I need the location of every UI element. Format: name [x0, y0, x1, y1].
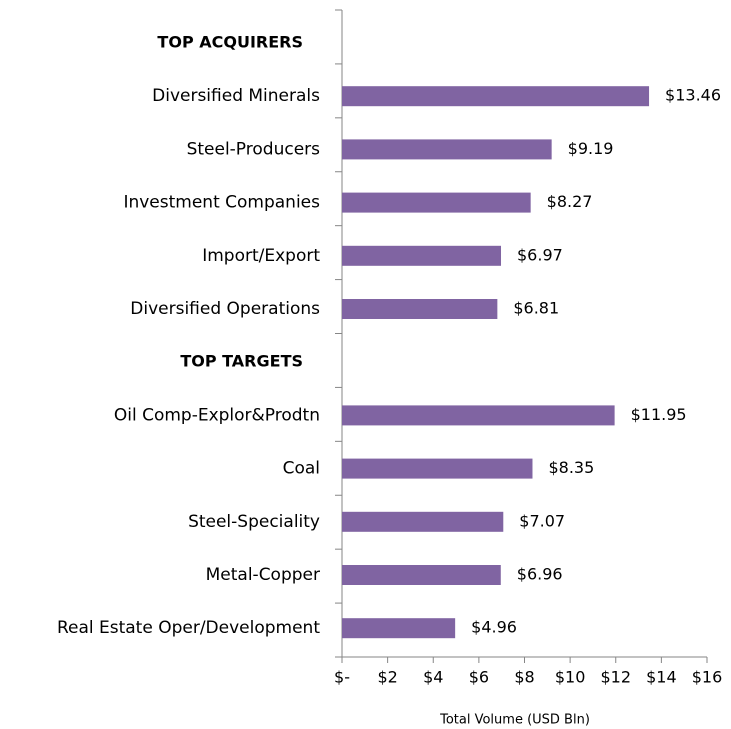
- x-axis-label: Total Volume (USD Bln): [439, 713, 590, 728]
- value-label: $6.97: [517, 245, 563, 264]
- value-label: $6.81: [513, 299, 559, 318]
- group-header: TOP ACQUIRERS: [157, 33, 303, 52]
- x-tick-label: $8: [514, 668, 534, 687]
- value-label: $13.46: [665, 86, 721, 105]
- bar: [342, 511, 504, 532]
- category-label: Steel-Producers: [187, 139, 321, 159]
- bar: [342, 565, 501, 585]
- x-tick-label: $12: [600, 668, 631, 687]
- category-label: Metal-Copper: [206, 565, 320, 585]
- x-tick-label: $6: [469, 668, 489, 687]
- bar: [342, 86, 650, 107]
- value-label: $8.27: [547, 192, 593, 211]
- x-tick-label: $16: [692, 668, 723, 687]
- category-label: Oil Comp-Explor&Prodtn: [114, 405, 320, 425]
- x-tick-label: $14: [646, 668, 677, 687]
- category-label: Import/Export: [202, 246, 320, 266]
- x-tick-label: $2: [377, 668, 397, 687]
- value-label: $8.35: [548, 458, 594, 477]
- category-label: Investment Companies: [123, 193, 320, 213]
- category-label: Diversified Minerals: [152, 86, 320, 106]
- x-tick-label: $10: [555, 668, 586, 687]
- value-label: $7.07: [519, 511, 565, 530]
- bar: [342, 299, 498, 319]
- bar: [342, 192, 531, 213]
- value-label: $9.19: [568, 139, 614, 158]
- bar: [342, 458, 533, 479]
- category-label: Real Estate Oper/Development: [57, 618, 320, 638]
- bar: [342, 139, 552, 160]
- category-label: Coal: [283, 459, 320, 479]
- category-label: Steel-Speciality: [188, 512, 320, 532]
- bar: [342, 618, 456, 639]
- category-label: Diversified Operations: [130, 299, 320, 319]
- value-label: $6.96: [517, 565, 563, 584]
- x-tick-label: $4: [423, 668, 443, 687]
- x-tick-label: $-: [334, 668, 350, 687]
- group-header: TOP TARGETS: [180, 352, 303, 371]
- bar: [342, 405, 615, 426]
- value-label: $11.95: [631, 405, 687, 424]
- value-label: $4.96: [471, 618, 517, 637]
- bar: [342, 245, 502, 266]
